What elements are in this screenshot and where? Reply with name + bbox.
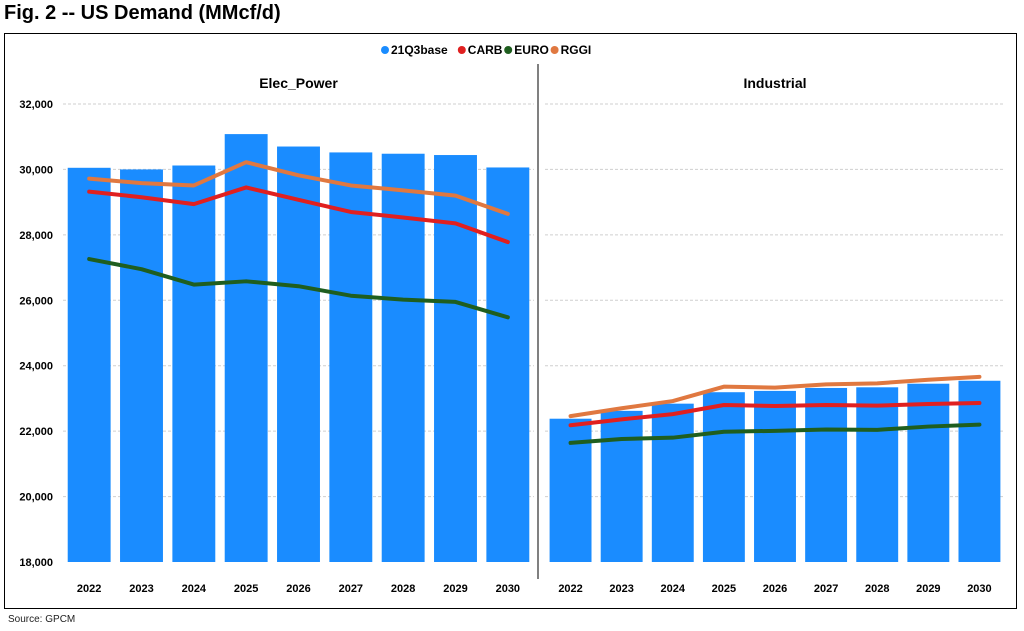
y-tick-label: 18,000 <box>19 557 53 569</box>
series-line-euro <box>87 257 510 320</box>
bar <box>120 169 163 562</box>
source-note: Source: GPCM <box>8 614 76 625</box>
x-tick-label: 2022 <box>558 583 582 595</box>
bar <box>754 390 796 562</box>
panel-title: Elec_Power <box>259 75 338 91</box>
bar <box>958 380 1001 562</box>
legend-marker <box>381 46 389 54</box>
series-line-rggi <box>568 374 982 419</box>
series-line-carb <box>87 185 510 245</box>
bar <box>381 153 425 562</box>
bar <box>486 167 530 563</box>
panel-title: Industrial <box>743 75 806 91</box>
series-line-rggi <box>87 160 510 216</box>
bar <box>67 167 111 563</box>
legend-marker <box>504 46 513 54</box>
legend-label: CARB <box>468 43 503 57</box>
y-tick-label: 22,000 <box>19 426 53 438</box>
series-line-carb <box>568 401 982 428</box>
bar <box>172 165 216 562</box>
x-tick-label: 2030 <box>967 583 991 595</box>
bar <box>224 134 268 562</box>
legend-label: 21Q3base <box>391 43 448 57</box>
x-tick-label: 2023 <box>129 583 153 595</box>
x-tick-label: 2026 <box>763 583 787 595</box>
bar <box>651 403 694 562</box>
bar <box>856 387 899 562</box>
x-tick-label: 2025 <box>234 583 258 595</box>
y-tick-label: 32,000 <box>19 99 53 111</box>
bars-layer <box>67 134 1001 563</box>
bar <box>600 410 643 562</box>
x-tick-label: 2023 <box>609 583 633 595</box>
lines-layer <box>87 160 982 445</box>
y-tick-label: 26,000 <box>19 295 53 307</box>
series-line-euro <box>568 422 982 445</box>
chart-svg: 18,000 20,000 22,000 24,000 26,000 28,000 30,0… <box>19 43 1005 595</box>
y-tick-label: 28,000 <box>19 230 53 242</box>
bar <box>329 152 373 562</box>
y-tick-label: 30,000 <box>19 164 53 176</box>
bar <box>805 387 848 562</box>
x-tick-label: 2027 <box>814 583 838 595</box>
x-tick-label: 2030 <box>496 583 520 595</box>
figure-title: Fig. 2 -- US Demand (MMcf/d) <box>4 2 281 24</box>
x-tick-label: 2027 <box>339 583 363 595</box>
x-tick-label: 2024 <box>661 583 686 595</box>
x-tick-label: 2026 <box>286 583 310 595</box>
legend-marker <box>550 46 559 54</box>
x-tick-label: 2022 <box>77 583 101 595</box>
x-tick-label: 2028 <box>391 583 415 595</box>
x-tick-label: 2029 <box>443 583 467 595</box>
chart-frame: 18,000 20,000 22,000 24,000 26,000 28,000 30,0… <box>4 33 1017 609</box>
x-tick-label: 2025 <box>712 583 736 595</box>
legend-label: EURO <box>514 43 549 57</box>
axis-layer: 18,000 20,000 22,000 24,000 26,000 28,000 30,0… <box>19 64 992 595</box>
x-tick-label: 2024 <box>182 583 207 595</box>
bar <box>277 146 320 562</box>
legend-marker <box>457 46 466 54</box>
legend: 21Q3base CARB EURO RGGI <box>381 43 591 57</box>
bar <box>907 383 950 562</box>
x-tick-label: 2029 <box>916 583 940 595</box>
bar <box>434 155 477 562</box>
y-tick-label: 20,000 <box>19 492 53 504</box>
legend-label: RGGI <box>561 43 592 57</box>
bar <box>702 392 745 562</box>
x-tick-label: 2028 <box>865 583 889 595</box>
y-tick-label: 24,000 <box>19 361 53 373</box>
